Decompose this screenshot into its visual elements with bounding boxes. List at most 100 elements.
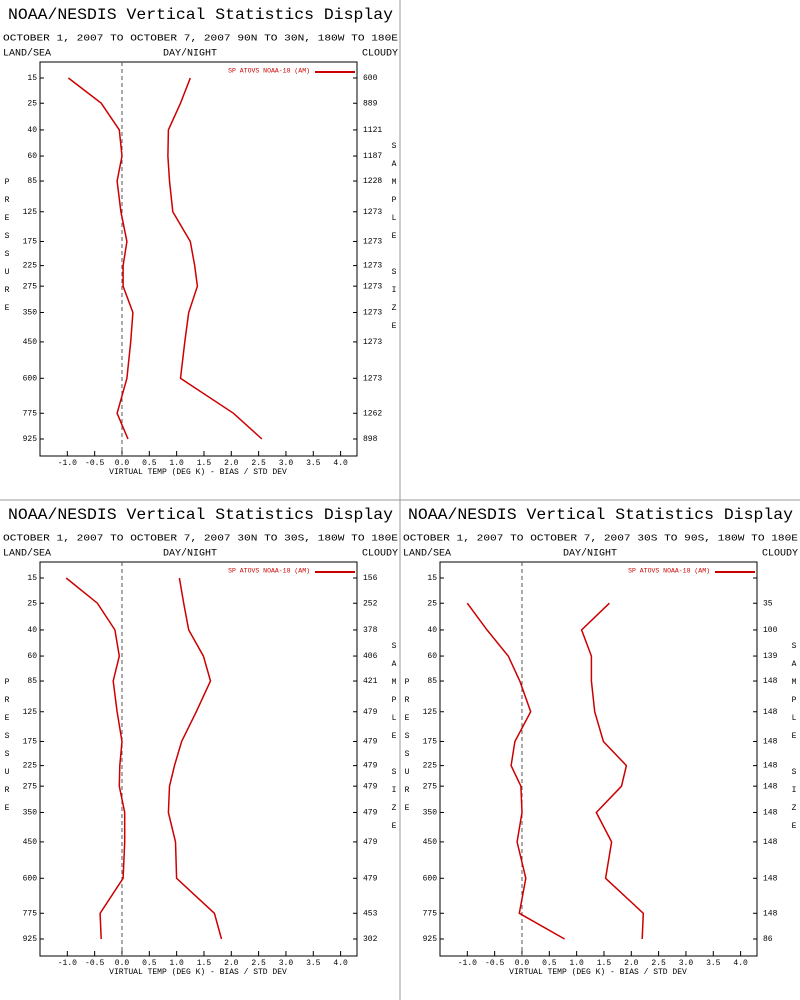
series-line <box>580 602 645 940</box>
sample-size-label: 1228 <box>363 177 382 186</box>
series-line <box>167 577 223 940</box>
sample-size-label: 479 <box>363 838 378 847</box>
panel-subtitle: OCTOBER 1, 2007 TO OCTOBER 7, 2007 30S T… <box>403 533 798 544</box>
y-tick-label: 225 <box>23 762 38 771</box>
y-tick-label: 225 <box>23 262 38 271</box>
legend-label: SP ATOVS NOAA-18 (AM) <box>628 568 710 575</box>
y-tick-label: 775 <box>23 909 38 918</box>
legend-label: SP ATOVS NOAA-18 (AM) <box>228 568 310 575</box>
panel-subtitle: OCTOBER 1, 2007 TO OCTOBER 7, 2007 90N T… <box>3 33 398 44</box>
sample-size-label: 148 <box>763 677 778 686</box>
y-tick-label: 775 <box>423 909 438 918</box>
panel: NOAA/NESDIS Vertical Statistics Display O… <box>3 506 398 977</box>
cloudy-header: CLOUDY <box>362 549 398 560</box>
x-tick-label: 1.5 <box>197 959 212 968</box>
sample-size-label: 479 <box>363 708 378 717</box>
plot-frame <box>39 61 358 457</box>
day-night-header: DAY/NIGHT <box>163 48 217 60</box>
x-tick-label: 2.5 <box>251 459 266 468</box>
sample-size-label: 453 <box>363 909 378 918</box>
sample-size-label: 1121 <box>363 126 382 135</box>
sample-size-label: 479 <box>363 738 378 747</box>
y-tick-label: 350 <box>23 809 38 818</box>
sample-size-label: 1273 <box>363 374 382 383</box>
x-tick-label: -1.0 <box>458 959 477 968</box>
x-tick-label: -0.5 <box>85 959 104 968</box>
y-tick-label: 925 <box>23 935 38 944</box>
cloudy-header: CLOUDY <box>362 49 398 60</box>
sample-size-label: 302 <box>363 935 378 944</box>
x-tick-label: -1.0 <box>58 459 77 468</box>
day-night-header: DAY/NIGHT <box>163 548 217 560</box>
x-tick-label: 4.0 <box>333 959 348 968</box>
x-tick-label: 2.0 <box>224 459 239 468</box>
x-tick-label: 0.0 <box>115 459 130 468</box>
y-tick-label: 925 <box>23 435 38 444</box>
sample-size-label: 1273 <box>363 282 382 291</box>
y-tick-label: 85 <box>27 177 37 186</box>
y-tick-label: 275 <box>23 782 38 791</box>
sample-size-label: 1273 <box>363 309 382 318</box>
sample-size-label: 479 <box>363 874 378 883</box>
y-tick-label: 40 <box>27 126 37 135</box>
y-tick-label: 450 <box>423 838 438 847</box>
x-tick-label: 0.5 <box>142 459 157 468</box>
y-tick-label: 275 <box>23 282 38 291</box>
sample-size-label: 898 <box>363 435 378 444</box>
sample-size-label: 479 <box>363 782 378 791</box>
sample-size-label: 1273 <box>363 262 382 271</box>
legend-label: SP ATOVS NOAA-18 (AM) <box>228 68 310 75</box>
sample-size-label: 889 <box>363 99 378 108</box>
x-tick-label: 0.5 <box>142 959 157 968</box>
x-tick-label: 0.0 <box>115 959 130 968</box>
x-axis-label: VIRTUAL TEMP (DEG K) - BIAS / STD DEV <box>109 968 287 977</box>
y-tick-label: 225 <box>423 762 438 771</box>
x-axis-label: VIRTUAL TEMP (DEG K) - BIAS / STD DEV <box>509 968 687 977</box>
x-tick-label: 1.0 <box>569 959 584 968</box>
y-tick-label: 125 <box>23 708 38 717</box>
land-sea-header: LAND/SEA <box>3 548 51 560</box>
panel-title: NOAA/NESDIS Vertical Statistics Display <box>8 506 393 524</box>
cloudy-header: CLOUDY <box>762 549 798 560</box>
sample-size-label: 479 <box>363 762 378 771</box>
sample-size-label: 148 <box>763 762 778 771</box>
x-tick-label: -0.5 <box>85 459 104 468</box>
y-tick-label: 60 <box>427 652 437 661</box>
y-tick-label: 60 <box>27 152 37 161</box>
x-tick-label: 1.0 <box>169 459 184 468</box>
sample-size-label: 148 <box>763 909 778 918</box>
sample-size-label: 139 <box>763 652 778 661</box>
sample-size-label: 35 <box>763 599 773 608</box>
sample-size-label: 378 <box>363 626 378 635</box>
x-tick-label: 2.5 <box>651 959 666 968</box>
x-tick-label: 2.5 <box>251 959 266 968</box>
y-tick-label: 15 <box>427 574 437 583</box>
y-tick-label: 40 <box>27 626 37 635</box>
series-line <box>65 577 126 940</box>
sample-size-label: 421 <box>363 677 378 686</box>
y-tick-label: 15 <box>27 574 37 583</box>
y-tick-label: 25 <box>427 599 437 608</box>
y-tick-label: 350 <box>423 809 438 818</box>
y-tick-label: 40 <box>427 626 437 635</box>
x-axis-label: VIRTUAL TEMP (DEG K) - BIAS / STD DEV <box>109 468 287 477</box>
x-tick-label: 2.0 <box>624 959 639 968</box>
y-tick-label: 25 <box>27 599 37 608</box>
y-tick-label: 600 <box>23 374 38 383</box>
y-tick-label: 125 <box>23 208 38 217</box>
y-tick-label: 275 <box>423 782 438 791</box>
x-tick-label: 1.5 <box>597 959 612 968</box>
plot-frame <box>39 561 358 957</box>
y-tick-label: 925 <box>423 935 438 944</box>
sample-size-label: 148 <box>763 874 778 883</box>
y-tick-label: 25 <box>27 99 37 108</box>
y-tick-label: 175 <box>423 738 438 747</box>
panel: NOAA/NESDIS Vertical Statistics Display O… <box>403 506 798 977</box>
series-line <box>466 602 565 940</box>
panel-title: NOAA/NESDIS Vertical Statistics Display <box>8 6 393 24</box>
x-tick-label: 3.5 <box>706 959 721 968</box>
sample-size-label: 148 <box>763 838 778 847</box>
